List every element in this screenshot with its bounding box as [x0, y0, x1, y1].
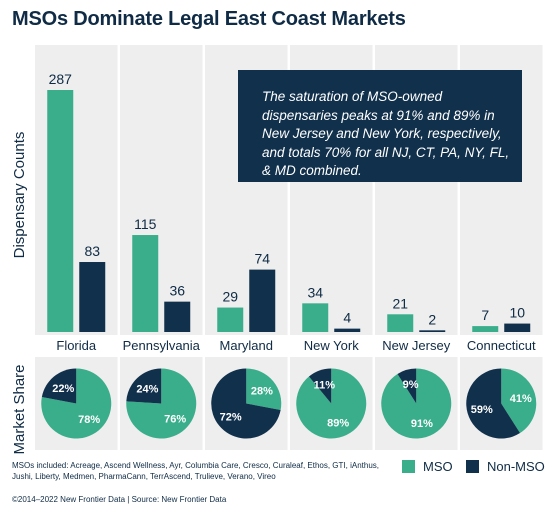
bar-value-pennsylvania-non-mso: 36 [169, 283, 185, 299]
legend-non-mso: Non-MSO [466, 456, 545, 476]
bar-new-york-non-mso [334, 328, 361, 332]
pie-slice-pennsylvania-non-mso [126, 368, 162, 404]
pie-label-florida-mso: 78% [78, 414, 100, 426]
pie-label-new-jersey-non-mso: 9% [403, 379, 419, 391]
bar-value-connecticut-mso: 7 [481, 307, 489, 323]
y-axis-label: Dispensary Counts [11, 132, 28, 259]
bar-value-new-york-mso: 34 [307, 284, 323, 300]
bar-maryland-mso [217, 307, 244, 332]
chart-title: MSOs Dominate Legal East Coast Markets [12, 8, 406, 30]
bar-connecticut-mso [472, 326, 499, 332]
callout-box: The saturation of MSO-owned dispensaries… [238, 70, 522, 182]
legend-mso-swatch [402, 459, 415, 473]
category-label-new-jersey: New Jersey [382, 338, 450, 353]
bar-value-new-jersey-non-mso: 2 [428, 311, 436, 327]
bar-value-connecticut-non-mso: 10 [509, 305, 525, 321]
bar-value-florida-non-mso: 83 [84, 243, 100, 259]
pie-slice-new-jersey-non-mso [397, 368, 417, 404]
bar-pennsylvania-mso [132, 235, 159, 332]
pie-label-new-york-mso: 89% [327, 418, 349, 430]
category-label-connecticut: Connecticut [467, 338, 536, 353]
category-label-maryland: Maryland [220, 338, 273, 353]
bar-florida-mso [47, 90, 74, 332]
legend-mso: MSO [402, 456, 453, 476]
pie-slice-florida-non-mso [41, 368, 77, 404]
pie-slice-connecticut-non-mso [466, 368, 521, 439]
bar-value-pennsylvania-mso: 115 [134, 216, 157, 232]
pie-label-pennsylvania-non-mso: 24% [136, 384, 158, 396]
legend-non-mso-label: Non-MSO [487, 458, 545, 474]
pie-label-connecticut-non-mso: 59% [471, 404, 493, 416]
pie-slice-maryland-mso [246, 368, 282, 411]
bar-value-maryland-mso: 29 [222, 289, 238, 305]
pie-label-new-york-non-mso: 11% [314, 379, 336, 391]
pie-axis-label: Market Share [11, 364, 28, 454]
footnote: MSOs included: Acreage, Ascend Wellness,… [12, 461, 379, 481]
bar-florida-non-mso [79, 262, 106, 332]
bar-value-new-york-non-mso: 4 [343, 310, 351, 326]
pie-slice-maryland-non-mso [211, 368, 281, 439]
category-label-florida: Florida [56, 338, 97, 353]
bar-value-maryland-non-mso: 74 [254, 251, 270, 267]
bar-pennsylvania-non-mso [164, 301, 191, 332]
pie-label-connecticut-mso: 41% [510, 393, 532, 405]
legend-non-mso-swatch [466, 459, 479, 473]
bar-maryland-non-mso [249, 269, 276, 332]
copyright: ©2014–2022 New Frontier Data | Source: N… [12, 495, 227, 504]
bar-connecticut-non-mso [504, 323, 531, 332]
category-label-new-york: New York [304, 338, 359, 353]
legend-mso-label: MSO [423, 458, 453, 474]
pie-label-pennsylvania-mso: 76% [164, 413, 186, 425]
bar-new-jersey-non-mso [419, 330, 446, 332]
bar-new-york-mso [302, 303, 329, 332]
bar-new-jersey-mso [387, 314, 414, 332]
pie-label-new-jersey-mso: 91% [411, 418, 433, 430]
pie-label-maryland-non-mso: 72% [220, 411, 242, 423]
category-label-pennsylvania: Pennsylvania [123, 338, 201, 353]
pie-label-florida-non-mso: 22% [52, 383, 74, 395]
pie-slice-florida-mso [41, 368, 112, 439]
bar-value-florida-mso: 287 [49, 71, 73, 87]
pie-slice-connecticut-mso [501, 368, 537, 434]
bar-value-new-jersey-mso: 21 [392, 295, 408, 311]
pie-slice-new-jersey-mso [381, 368, 452, 439]
pie-slice-new-york-non-mso [308, 368, 332, 404]
pie-label-maryland-mso: 28% [251, 386, 273, 398]
callout-text: The saturation of MSO-owned dispensaries… [262, 89, 510, 178]
